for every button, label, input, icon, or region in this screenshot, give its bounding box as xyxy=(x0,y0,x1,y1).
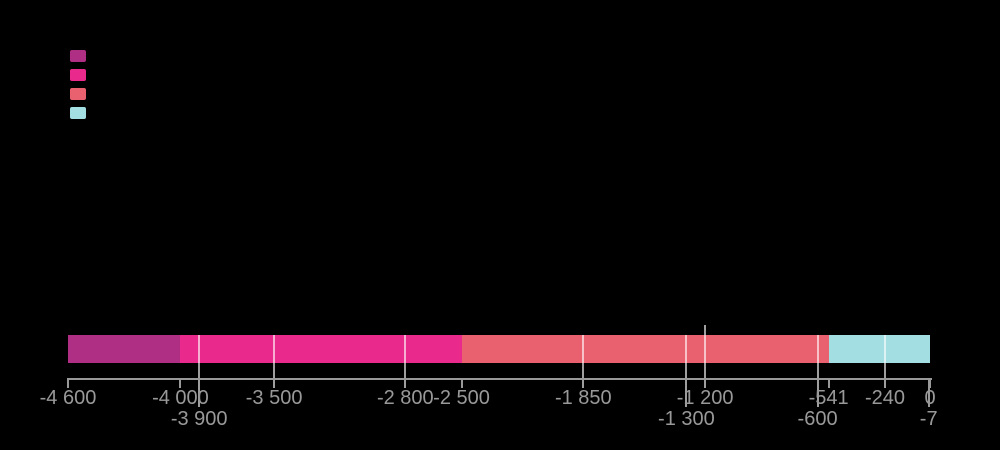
tick-label--541: -541 xyxy=(808,387,849,409)
tick-label--4000: -4 000 xyxy=(152,387,209,409)
tick-label--1850: -1 850 xyxy=(554,387,612,409)
tick-label--1300: -1 300 xyxy=(658,408,715,430)
tick-label--7: -7 xyxy=(919,408,938,430)
tick-label--600: -600 xyxy=(797,408,838,430)
tick-label-0: 0 xyxy=(924,387,936,409)
axis-tick-0 xyxy=(929,378,931,388)
event-line--1300 xyxy=(685,335,688,407)
tick-label--2500: -2 500 xyxy=(433,387,490,409)
legend-swatch-2[interactable] xyxy=(70,69,86,81)
tick-label--3900: -3 900 xyxy=(170,408,228,430)
tick-label--1200: -1 200 xyxy=(676,387,734,409)
bar-segment-2[interactable] xyxy=(180,335,462,363)
legend-swatch-4[interactable] xyxy=(70,107,86,119)
bar-segment-3[interactable] xyxy=(461,335,829,363)
legend-swatch-3[interactable] xyxy=(70,88,86,100)
bar-segment-1[interactable] xyxy=(68,335,181,363)
tick-label--2800: -2 800 xyxy=(376,387,434,409)
tick-label--4600: -4 600 xyxy=(39,387,97,409)
axis-tick--7 xyxy=(927,378,930,407)
event-line--1850 xyxy=(582,335,585,388)
axis-tick--4000 xyxy=(179,378,182,388)
legend-swatch-1[interactable] xyxy=(70,50,86,62)
axis-tick--4600 xyxy=(67,378,69,388)
event-line--3900 xyxy=(198,335,201,407)
tick-label--240: -240 xyxy=(865,387,906,409)
axis-tick--2500 xyxy=(460,378,463,388)
axis-tick--541 xyxy=(827,378,830,388)
event-line--240 xyxy=(884,335,887,388)
x-axis-line xyxy=(68,378,932,380)
event-line--3500 xyxy=(273,335,276,388)
bar-segment-4[interactable] xyxy=(828,335,930,363)
tick-label--3500: -3 500 xyxy=(245,387,303,409)
event-line--600 xyxy=(816,335,819,407)
event-line--2800 xyxy=(404,335,407,388)
event-line--1200 xyxy=(704,325,707,388)
